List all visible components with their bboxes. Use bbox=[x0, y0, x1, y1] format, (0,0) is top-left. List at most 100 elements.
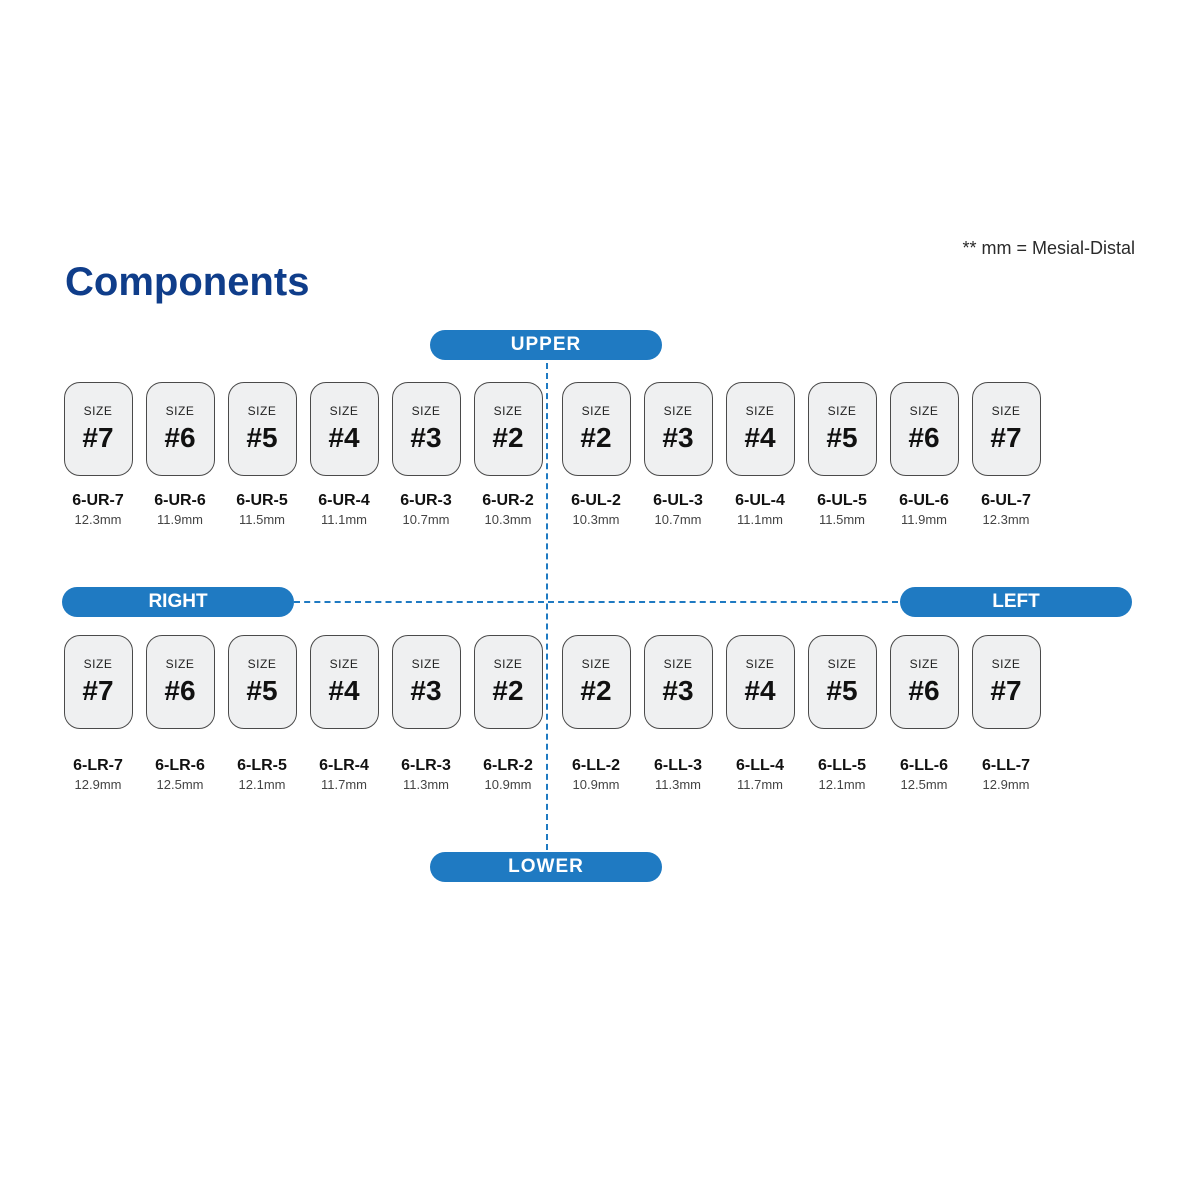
size-tile: SIZE#2 bbox=[474, 635, 543, 729]
component-mm: 12.1mm bbox=[239, 777, 286, 792]
size-value: #6 bbox=[908, 675, 939, 707]
component-mm: 11.5mm bbox=[239, 512, 285, 527]
size-value: #5 bbox=[246, 675, 277, 707]
component-code: 6-LR-2 bbox=[483, 757, 533, 775]
component-mm: 12.3mm bbox=[75, 512, 122, 527]
size-tile: SIZE#6 bbox=[890, 635, 959, 729]
size-label: SIZE bbox=[910, 404, 939, 418]
size-tile: SIZE #3 bbox=[644, 382, 713, 476]
size-label: SIZE bbox=[248, 404, 277, 418]
size-value: #7 bbox=[990, 422, 1021, 454]
size-label: SIZE bbox=[664, 404, 693, 418]
component-col: SIZE#66-LL-612.5mm bbox=[888, 635, 960, 792]
quadrant-lower-left: SIZE#26-LL-210.9mmSIZE#36-LL-311.3mmSIZE… bbox=[560, 635, 1042, 792]
component-col: SIZE#56-LL-512.1mm bbox=[806, 635, 878, 792]
size-label: SIZE bbox=[992, 657, 1021, 671]
size-tile: SIZE #7 bbox=[64, 382, 133, 476]
component-code: 6-UL-7 bbox=[981, 492, 1031, 510]
size-tile: SIZE #6 bbox=[890, 382, 959, 476]
component-code: 6-LL-4 bbox=[736, 757, 784, 775]
component-col: SIZE #6 6-UR-6 11.9mm bbox=[144, 382, 216, 527]
component-col: SIZE#26-UR-210.3mm bbox=[472, 382, 544, 527]
footnote: ** mm = Mesial-Distal bbox=[962, 238, 1135, 259]
component-mm: 10.7mm bbox=[655, 512, 702, 527]
component-mm: 11.7mm bbox=[737, 777, 783, 792]
component-code: 6-LL-5 bbox=[818, 757, 866, 775]
component-col: SIZE#26-LR-210.9mm bbox=[472, 635, 544, 792]
page-title: Components bbox=[65, 260, 309, 305]
component-mm: 11.1mm bbox=[737, 512, 783, 527]
size-label: SIZE bbox=[412, 657, 441, 671]
size-value: #2 bbox=[492, 422, 523, 454]
component-col: SIZE#4 6-LL-4 11.7mm bbox=[724, 635, 796, 792]
size-label: SIZE bbox=[330, 404, 359, 418]
size-tile: SIZE#2 bbox=[562, 382, 631, 476]
component-mm: 10.7mm bbox=[403, 512, 450, 527]
component-col: SIZE#66-LR-612.5mm bbox=[144, 635, 216, 792]
size-label: SIZE bbox=[582, 657, 611, 671]
component-code: 6-LL-7 bbox=[982, 757, 1030, 775]
component-col: SIZE#36-LL-311.3mm bbox=[642, 635, 714, 792]
size-tile: SIZE#3 bbox=[392, 382, 461, 476]
component-col: SIZE#76-UR-712.3mm bbox=[62, 382, 134, 527]
size-value: #4 bbox=[328, 422, 359, 454]
size-tile: SIZE#4 bbox=[310, 635, 379, 729]
size-label: SIZE bbox=[84, 657, 113, 671]
size-label: SIZE bbox=[84, 404, 113, 418]
divider-horizontal-right bbox=[548, 601, 898, 603]
component-col: SIZE#56-UR-511.5mm bbox=[226, 382, 298, 527]
size-tile: SIZE#4 bbox=[726, 635, 795, 729]
component-mm: 11.3mm bbox=[655, 777, 701, 792]
component-code: 6-UR-3 bbox=[400, 492, 452, 510]
component-mm: 12.1mm bbox=[819, 777, 866, 792]
size-value: #2 bbox=[580, 675, 611, 707]
size-value: #6 bbox=[908, 422, 939, 454]
component-col: SIZE#5 6-LR-5 12.1mm bbox=[226, 635, 298, 792]
size-tile: SIZE#5 bbox=[228, 635, 297, 729]
quadrant-lower-right: SIZE#76-LR-712.9mmSIZE#66-LR-612.5mmSIZE… bbox=[62, 635, 544, 792]
size-value: #3 bbox=[662, 422, 693, 454]
label-right: RIGHT bbox=[62, 587, 294, 617]
size-value: #6 bbox=[164, 422, 195, 454]
size-tile: SIZE #2 bbox=[562, 635, 631, 729]
size-value: #7 bbox=[82, 675, 113, 707]
size-value: #5 bbox=[246, 422, 277, 454]
component-col: SIZE#66-UL-611.9mm bbox=[888, 382, 960, 527]
size-value: #4 bbox=[328, 675, 359, 707]
component-mm: 11.3mm bbox=[403, 777, 449, 792]
component-code: 6-UL-3 bbox=[653, 492, 703, 510]
size-label: SIZE bbox=[166, 404, 195, 418]
component-mm: 10.9mm bbox=[573, 777, 620, 792]
component-col: SIZE#3 6-UR-3 10.7mm bbox=[390, 382, 462, 527]
quadrant-upper-right: SIZE#76-UR-712.3mmSIZE#66-UR-611.9mmSIZE… bbox=[62, 382, 544, 527]
size-value: #7 bbox=[82, 422, 113, 454]
component-code: 6-UL-4 bbox=[735, 492, 785, 510]
component-code: 6-LR-5 bbox=[237, 757, 287, 775]
size-value: #4 bbox=[744, 675, 775, 707]
component-code: 6-LR-4 bbox=[319, 757, 369, 775]
component-mm: 11.5mm bbox=[819, 512, 865, 527]
component-code: 6-UL-6 bbox=[899, 492, 949, 510]
component-mm: 12.5mm bbox=[901, 777, 948, 792]
component-mm: 10.3mm bbox=[485, 512, 532, 527]
component-code: 6-LR-7 bbox=[73, 757, 123, 775]
component-code: 6-LR-6 bbox=[155, 757, 205, 775]
size-label: SIZE bbox=[664, 657, 693, 671]
component-code: 6-UL-2 bbox=[571, 492, 621, 510]
size-tile: SIZE #4 bbox=[310, 382, 379, 476]
component-col: SIZE#26-UL-210.3mm bbox=[560, 382, 632, 527]
size-tile: SIZE#6 bbox=[146, 635, 215, 729]
size-label: SIZE bbox=[582, 404, 611, 418]
size-value: #3 bbox=[662, 675, 693, 707]
size-label: SIZE bbox=[412, 404, 441, 418]
size-label: SIZE bbox=[828, 404, 857, 418]
label-left: LEFT bbox=[900, 587, 1132, 617]
component-col: SIZE#46-UR-411.1mm bbox=[308, 382, 380, 527]
component-mm: 12.9mm bbox=[983, 777, 1030, 792]
size-tile: SIZE #3 bbox=[644, 635, 713, 729]
component-col: SIZE#76-UL-712.3mm bbox=[970, 382, 1042, 527]
component-col: SIZE #3 6-UL-3 10.7mm bbox=[642, 382, 714, 527]
component-mm: 11.9mm bbox=[157, 512, 203, 527]
component-code: 6-UR-6 bbox=[154, 492, 206, 510]
component-col: SIZE#26-LL-210.9mm bbox=[560, 635, 632, 792]
